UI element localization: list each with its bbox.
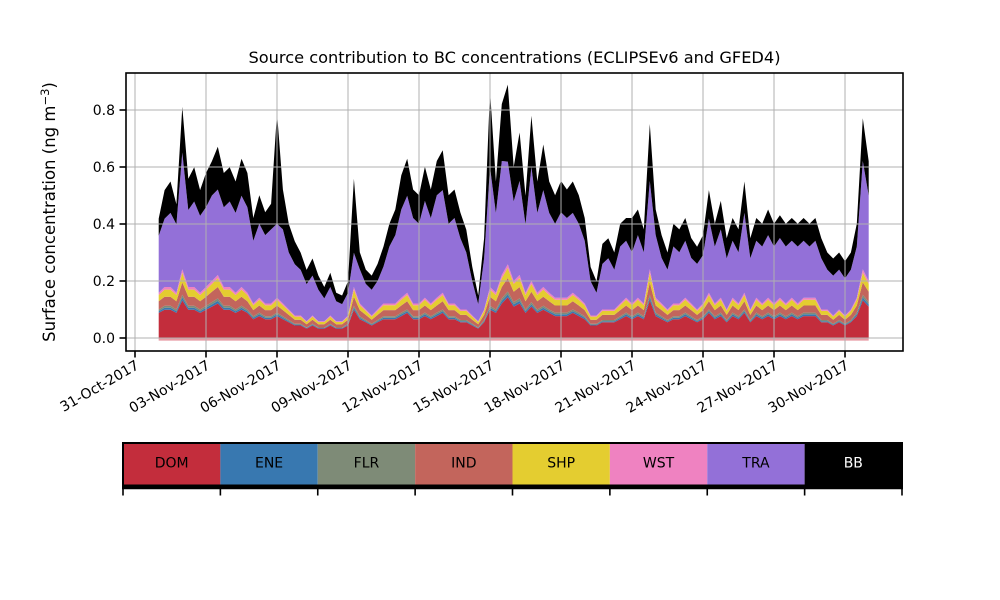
legend-swatch-ENE [220, 443, 318, 486]
legend-swatch-TRA [707, 443, 805, 486]
area-TRA [158, 152, 869, 322]
y-tick-label: 0.0 [93, 331, 115, 347]
y-tick-label: 0.4 [93, 217, 115, 233]
legend-label-IND: IND [451, 456, 476, 472]
legend-label-TRA: TRA [741, 456, 770, 472]
chart-title: Source contribution to BC concentrations… [248, 48, 781, 67]
y-tick-label: 0.2 [93, 274, 115, 290]
legend-swatch-SHP [512, 443, 610, 486]
y-axis-label: Surface concentration (ng m−3) [38, 32, 64, 392]
y-axis-label-close: ) [40, 82, 59, 89]
legend-swatch-FLR [317, 443, 416, 486]
area-BB [158, 84, 869, 305]
area-DOM [158, 297, 869, 338]
legend-label-WST: WST [643, 456, 675, 472]
legend-swatch-IND [415, 443, 513, 486]
legend-label-FLR: FLR [354, 456, 380, 472]
y-axis-label-text: Surface concentration (ng m [40, 105, 59, 342]
area-IND [158, 278, 869, 328]
legend-label-ENE: ENE [255, 456, 283, 472]
legend-label-BB: BB [844, 456, 863, 472]
legend-swatch-BB [804, 443, 902, 486]
y-tick-label: 0.8 [93, 103, 115, 119]
axes-spines [125, 72, 904, 352]
legend-label-DOM: DOM [155, 456, 189, 472]
legend-label-SHP: SHP [547, 456, 575, 472]
y-tick-label: 0.6 [93, 160, 115, 176]
legend-border [122, 442, 903, 487]
y-axis-label-superscript: −3 [38, 88, 52, 106]
legend-swatch-DOM [123, 443, 221, 486]
x-tick-label: 30-Nov-2017 [766, 358, 852, 417]
legend-swatch-WST [609, 443, 708, 486]
